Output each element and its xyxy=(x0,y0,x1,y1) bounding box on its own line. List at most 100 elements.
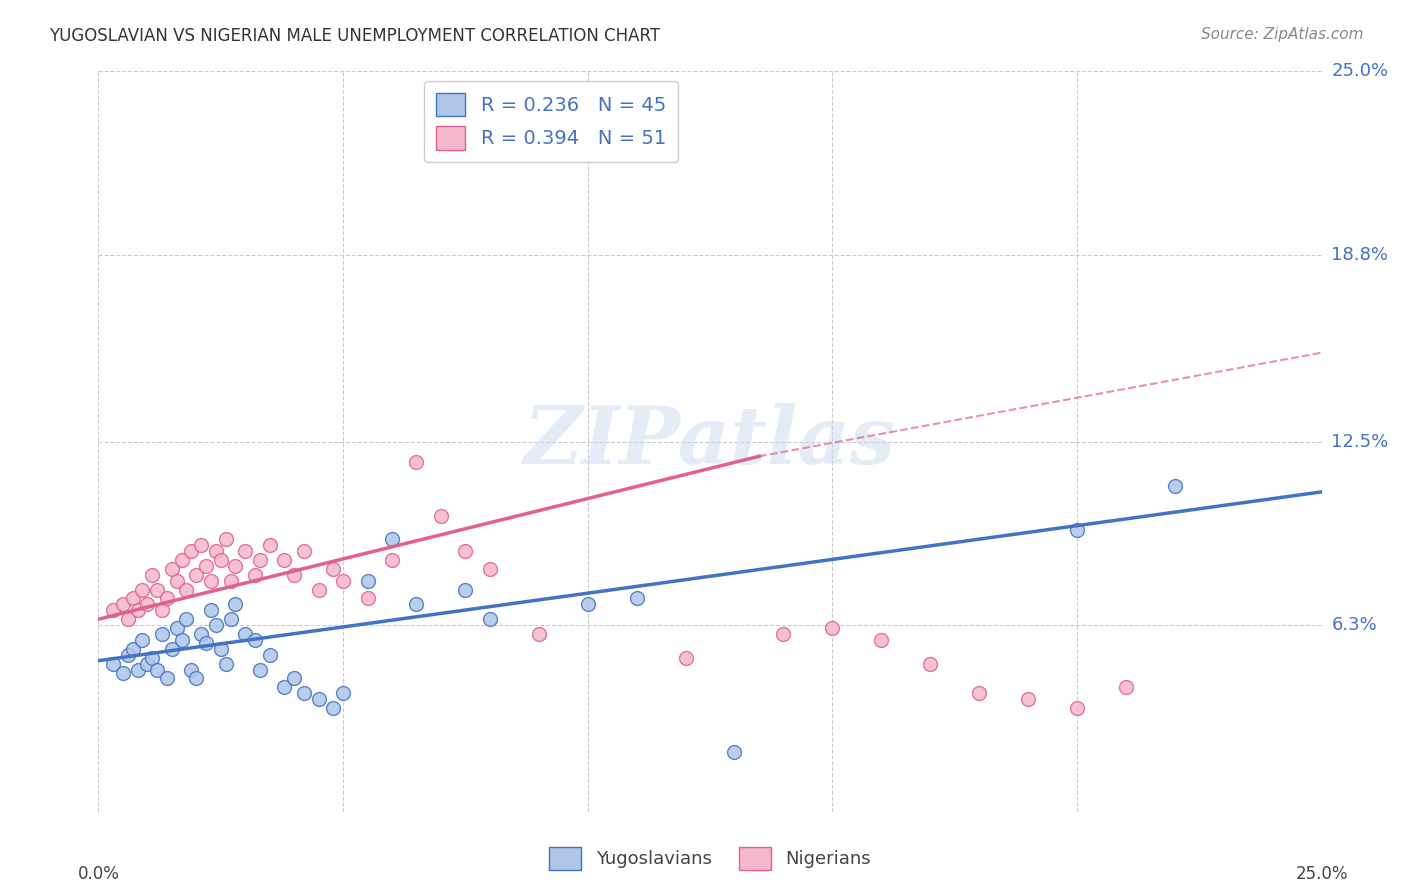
Point xyxy=(205,618,228,632)
Text: 25.0%: 25.0% xyxy=(1331,62,1389,80)
Point xyxy=(478,562,501,576)
Point xyxy=(160,562,183,576)
Point xyxy=(131,632,153,647)
Point xyxy=(150,627,173,641)
Point xyxy=(1115,681,1137,695)
Point xyxy=(117,612,139,626)
Point xyxy=(1164,479,1187,493)
Point xyxy=(405,598,427,612)
Point xyxy=(576,598,599,612)
Point xyxy=(454,544,477,558)
Point xyxy=(308,582,330,597)
Point xyxy=(723,746,745,760)
Point xyxy=(200,574,222,588)
Text: 18.8%: 18.8% xyxy=(1331,246,1389,264)
Point xyxy=(150,603,173,617)
Point xyxy=(356,591,378,606)
Point xyxy=(259,538,281,552)
Point xyxy=(170,632,193,647)
Point xyxy=(405,455,427,469)
Point xyxy=(141,567,163,582)
Point xyxy=(214,533,236,547)
Point xyxy=(205,544,228,558)
Text: ZIPatlas: ZIPatlas xyxy=(524,403,896,480)
Point xyxy=(273,553,295,567)
Point xyxy=(166,621,188,635)
Point xyxy=(176,582,198,597)
Point xyxy=(136,598,159,612)
Point xyxy=(1017,692,1039,706)
Point xyxy=(186,567,208,582)
Text: Source: ZipAtlas.com: Source: ZipAtlas.com xyxy=(1201,27,1364,42)
Point xyxy=(675,650,697,665)
Point xyxy=(332,686,354,700)
Point xyxy=(190,627,212,641)
Point xyxy=(156,591,179,606)
Point xyxy=(249,553,271,567)
Point xyxy=(273,681,295,695)
Point xyxy=(249,663,271,677)
Point xyxy=(430,508,453,523)
Point xyxy=(111,598,134,612)
Point xyxy=(259,648,281,662)
Point xyxy=(626,591,648,606)
Point xyxy=(127,603,149,617)
Point xyxy=(292,686,315,700)
Point xyxy=(209,641,232,656)
Point xyxy=(127,663,149,677)
Point xyxy=(356,574,378,588)
Point xyxy=(322,701,344,715)
Point xyxy=(190,538,212,552)
Point xyxy=(308,692,330,706)
Point xyxy=(195,636,218,650)
Point xyxy=(141,650,163,665)
Point xyxy=(121,641,143,656)
Point xyxy=(381,533,404,547)
Point xyxy=(920,657,942,671)
Point xyxy=(180,544,202,558)
Point xyxy=(821,621,844,635)
Point xyxy=(224,558,246,573)
Point xyxy=(527,627,550,641)
Point xyxy=(1066,701,1088,715)
Point xyxy=(332,574,354,588)
Point xyxy=(146,663,169,677)
Point xyxy=(200,603,222,617)
Point xyxy=(146,582,169,597)
Point xyxy=(186,672,208,686)
Text: 0.0%: 0.0% xyxy=(77,865,120,883)
Point xyxy=(101,603,124,617)
Point xyxy=(101,657,124,671)
Point xyxy=(967,686,990,700)
Point xyxy=(214,657,236,671)
Text: YUGOSLAVIAN VS NIGERIAN MALE UNEMPLOYMENT CORRELATION CHART: YUGOSLAVIAN VS NIGERIAN MALE UNEMPLOYMEN… xyxy=(49,27,661,45)
Point xyxy=(176,612,198,626)
Point xyxy=(224,598,246,612)
Point xyxy=(772,627,794,641)
Point xyxy=(870,632,893,647)
Point xyxy=(180,663,202,677)
Text: 6.3%: 6.3% xyxy=(1331,616,1376,634)
Point xyxy=(195,558,218,573)
Point xyxy=(283,567,305,582)
Point xyxy=(233,627,256,641)
Point xyxy=(160,641,183,656)
Point xyxy=(454,582,477,597)
Point xyxy=(1066,524,1088,538)
Point xyxy=(219,574,242,588)
Point xyxy=(121,591,143,606)
Point xyxy=(233,544,256,558)
Point xyxy=(243,567,266,582)
Legend: Yugoslavians, Nigerians: Yugoslavians, Nigerians xyxy=(541,840,879,877)
Point xyxy=(283,672,305,686)
Point xyxy=(117,648,139,662)
Point xyxy=(219,612,242,626)
Point xyxy=(111,665,134,680)
Point xyxy=(322,562,344,576)
Point xyxy=(166,574,188,588)
Point xyxy=(170,553,193,567)
Text: 12.5%: 12.5% xyxy=(1331,433,1389,450)
Text: 25.0%: 25.0% xyxy=(1295,865,1348,883)
Point xyxy=(136,657,159,671)
Point xyxy=(243,632,266,647)
